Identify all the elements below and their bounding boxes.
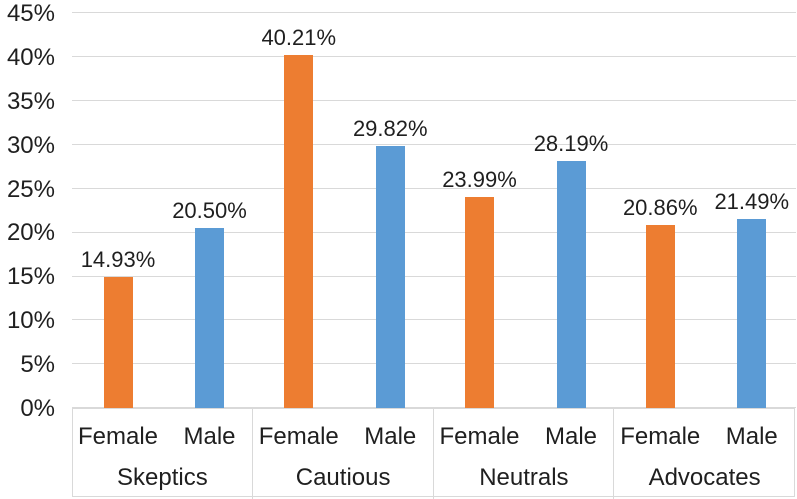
gridline <box>72 231 796 233</box>
group-label-advocates: Advocates <box>648 464 761 491</box>
category-divider <box>613 408 615 499</box>
y-axis-tick-label: 15% <box>6 263 55 291</box>
series-label-male: Male <box>183 423 236 450</box>
series-label-male: Male <box>544 423 598 450</box>
series-label-female: Female <box>77 423 159 450</box>
y-axis-tick-label: 40% <box>6 43 55 71</box>
data-label: 29.82% <box>352 116 428 142</box>
data-label: 21.49% <box>714 189 790 215</box>
gridline <box>72 143 796 145</box>
group-label-cautious: Cautious <box>295 464 391 491</box>
series-label-female: Female <box>620 423 701 450</box>
bar-male-cautious <box>375 146 405 408</box>
group-label-skeptics: Skeptics <box>117 464 208 491</box>
series-label-male: Male <box>725 423 778 450</box>
data-label: 20.50% <box>172 198 247 224</box>
bar-male-skeptics <box>195 228 224 408</box>
bar-female-neutrals <box>465 197 494 408</box>
gridline <box>72 99 796 101</box>
y-axis-tick-label: 0% <box>20 395 55 422</box>
y-axis-tick-label: 25% <box>6 175 55 203</box>
data-label: 23.99% <box>442 167 517 193</box>
y-axis-tick-label: 35% <box>6 87 55 115</box>
x-axis-line <box>72 407 796 409</box>
gridline <box>72 275 796 277</box>
bar-male-advocates <box>737 219 767 408</box>
series-label-female: Female <box>258 423 339 450</box>
gridline <box>72 56 796 58</box>
bar-female-skeptics <box>103 276 133 408</box>
category-divider <box>251 408 253 499</box>
y-axis-tick-label: 45% <box>6 0 55 27</box>
data-label: 20.86% <box>622 194 698 220</box>
gridline <box>72 187 796 189</box>
y-axis-tick-label: 30% <box>6 131 55 159</box>
data-label: 28.19% <box>533 130 609 156</box>
bar-female-advocates <box>645 224 675 408</box>
data-label: 14.93% <box>80 246 156 272</box>
bar-female-cautious <box>284 55 314 408</box>
gridline <box>72 363 796 365</box>
series-label-female: Female <box>439 423 520 450</box>
category-divider <box>432 408 434 499</box>
bar-male-neutrals <box>556 160 586 408</box>
series-label-male: Male <box>364 423 417 450</box>
y-axis-tick-label: 5% <box>20 351 55 379</box>
y-axis-tick-label: 20% <box>6 219 55 247</box>
data-label: 40.21% <box>261 25 337 51</box>
gridline <box>72 319 796 321</box>
gridline <box>72 12 796 14</box>
group-label-neutrals: Neutrals <box>479 464 569 491</box>
y-axis-tick-label: 10% <box>6 307 55 335</box>
